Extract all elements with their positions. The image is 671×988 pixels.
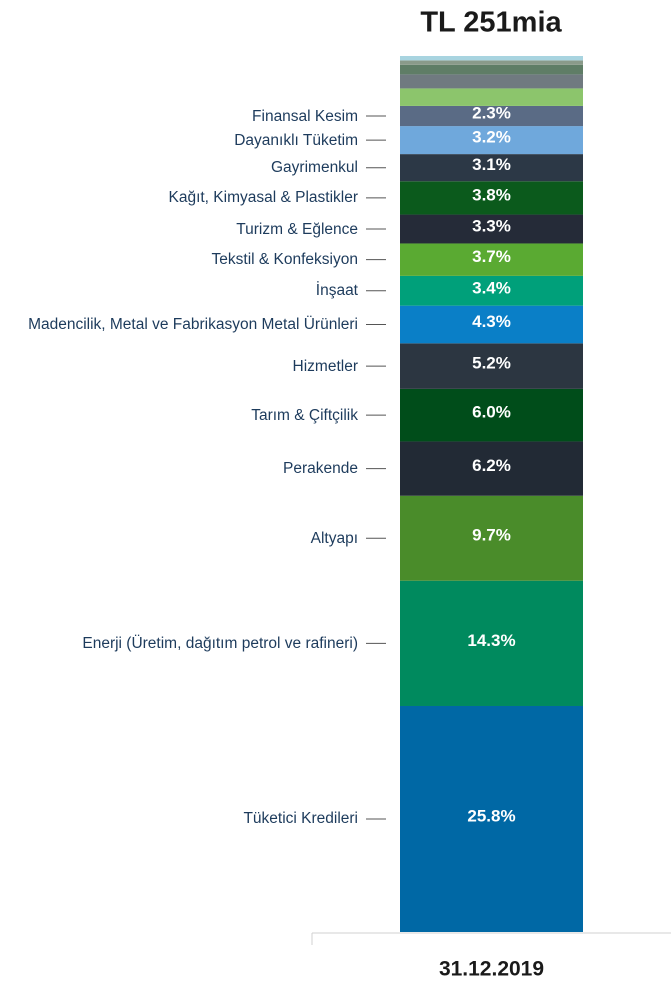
- bar-segment: [400, 343, 583, 389]
- bar-segment: [400, 60, 583, 65]
- bar-segment: [400, 154, 583, 182]
- bar-segment: [400, 275, 583, 306]
- value-label: 14.3%: [467, 631, 515, 650]
- value-label: 3.3%: [472, 216, 511, 235]
- value-label: 6.0%: [472, 403, 511, 422]
- value-label: 25.8%: [467, 806, 515, 825]
- series-label: Gayrimenkul: [271, 159, 358, 177]
- bar-segment: [400, 305, 583, 344]
- series-label: İnşaat: [315, 282, 358, 300]
- series-label: Kağıt, Kimyasal & Plastikler: [168, 189, 358, 207]
- bar-segment: [400, 105, 583, 127]
- series-label: Hizmetler: [292, 357, 358, 375]
- value-label: 9.7%: [472, 526, 511, 545]
- value-label: 3.2%: [472, 128, 511, 147]
- bar-segment: [400, 64, 583, 75]
- bar-segment: [400, 74, 583, 89]
- value-label: 3.1%: [472, 155, 511, 174]
- series-label: Enerji (Üretim, dağıtım petrol ve rafine…: [82, 634, 358, 652]
- x-tick-label: 31.12.2019: [439, 958, 544, 981]
- value-label: 6.2%: [472, 456, 511, 475]
- series-label: Tekstil & Konfeksiyon: [211, 251, 358, 269]
- series-label: Perakende: [283, 460, 358, 478]
- series-label: Tüketici Kredileri: [243, 810, 358, 828]
- value-label: 2.3%: [472, 103, 511, 122]
- value-label: 3.4%: [472, 278, 511, 297]
- bar-segment: [400, 441, 583, 496]
- value-label: 3.7%: [472, 247, 511, 266]
- bar-segment: [400, 214, 583, 244]
- bar-segment: [400, 580, 583, 706]
- value-label: 3.8%: [472, 185, 511, 204]
- bar-segment: [400, 181, 583, 215]
- series-label: Finansal Kesim: [252, 107, 358, 125]
- series-label: Dayanıklı Tüketim: [234, 131, 358, 149]
- chart-title: TL 251mia: [420, 7, 562, 39]
- value-label: 4.3%: [472, 312, 511, 331]
- bar-segment: [400, 88, 583, 106]
- series-label: Turizm & Eğlence: [236, 220, 358, 238]
- bar-segment: [400, 495, 583, 581]
- bar-segment: [400, 126, 583, 155]
- bar-segment: [400, 388, 583, 442]
- series-label: Altyapı: [310, 529, 358, 547]
- bar-segment: [400, 705, 583, 932]
- bar-segment: [400, 243, 583, 276]
- bar-segment: [400, 56, 583, 61]
- series-label: Madencilik, Metal ve Fabrikasyon Metal Ü…: [28, 315, 358, 333]
- value-label: 5.2%: [472, 354, 511, 373]
- series-label: Tarım & Çiftçilik: [251, 406, 358, 424]
